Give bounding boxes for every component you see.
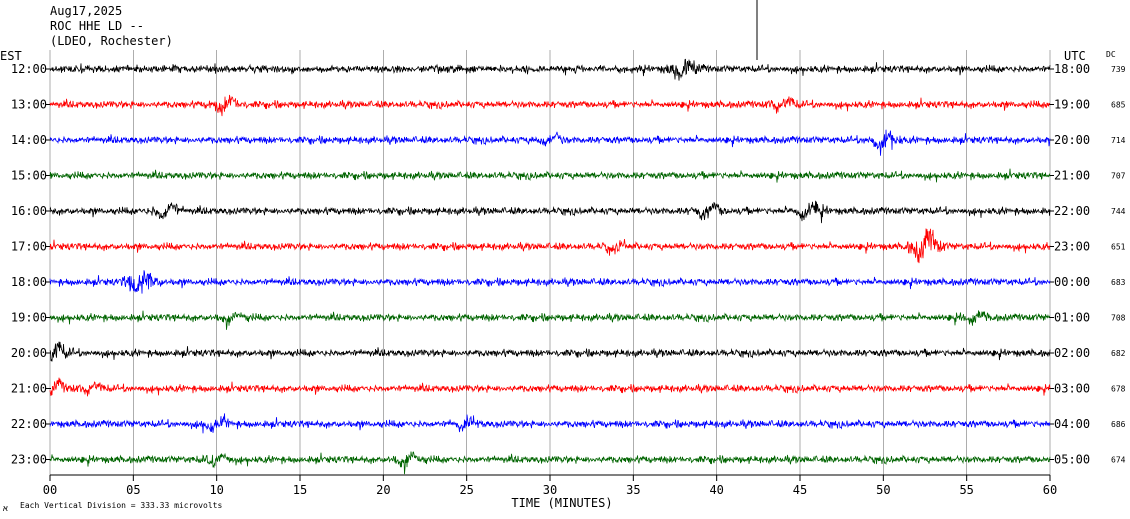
seismic-trace-row: [49, 341, 1051, 362]
utc-hour-label: 21:00: [1054, 169, 1090, 183]
est-hour-label: 16:00: [11, 204, 47, 218]
dc-value: 683: [1111, 278, 1126, 287]
est-hour-label: 22:00: [11, 417, 47, 431]
utc-hour-label: 20:00: [1054, 133, 1090, 147]
dc-value: 739: [1111, 65, 1126, 74]
est-hour-label: 18:00: [11, 275, 47, 289]
seismic-trace-row: [49, 168, 1051, 183]
plot-overlay: [50, 0, 1050, 476]
x-axis-label: TIME (MINUTES): [511, 496, 612, 510]
x-tick-label: 50: [876, 483, 890, 497]
footer-division-note: Each Vertical Division = 333.33 microvol…: [20, 501, 222, 510]
est-hour-label: 17:00: [11, 240, 47, 254]
seismic-trace-row: [49, 94, 1051, 117]
dc-value: 744: [1111, 207, 1126, 216]
dc-value: 674: [1111, 456, 1126, 465]
x-tick-label: 00: [43, 483, 57, 497]
x-tick-label: 10: [209, 483, 223, 497]
est-hour-label: 14:00: [11, 133, 47, 147]
dc-value: 685: [1111, 101, 1126, 110]
seismic-traces: [49, 58, 1051, 475]
est-hour-label: 12:00: [11, 62, 47, 76]
utc-hour-label: 02:00: [1054, 346, 1090, 360]
dc-value: 708: [1111, 314, 1126, 323]
est-hour-label: 20:00: [11, 346, 47, 360]
utc-hour-label: 01:00: [1054, 311, 1090, 325]
axis-labels: 00 05 10 15 20 25 30 35 40 45 50 55 60 12:00 18:00 739 1…: [11, 62, 1126, 497]
right-timezone-label: UTC: [1064, 49, 1086, 63]
utc-hour-label: 23:00: [1054, 240, 1090, 254]
dc-value: 682: [1111, 349, 1126, 358]
seismic-trace-row: [49, 270, 1051, 294]
dc-value: 686: [1111, 420, 1126, 429]
x-tick-label: 05: [126, 483, 140, 497]
plot-grid: [46, 50, 1054, 481]
left-timezone-label: EST: [0, 49, 22, 63]
est-hour-label: 15:00: [11, 169, 47, 183]
utc-hour-label: 22:00: [1054, 204, 1090, 218]
header-date: Aug17,2025: [50, 4, 122, 18]
x-tick-label: 20: [376, 483, 390, 497]
header-station: ROC HHE LD --: [50, 19, 144, 33]
utc-hour-label: 05:00: [1054, 453, 1090, 467]
x-tick-label: 60: [1043, 483, 1057, 497]
dc-value: 678: [1111, 385, 1126, 394]
header-network: (LDEO, Rochester): [50, 34, 173, 48]
footer-mark: א: [3, 504, 8, 513]
seismic-trace-row: [49, 310, 1051, 330]
x-tick-label: 45: [793, 483, 807, 497]
seismic-trace-row: [49, 129, 1051, 156]
utc-hour-label: 04:00: [1054, 417, 1090, 431]
utc-hour-label: 03:00: [1054, 382, 1090, 396]
x-tick-label: 15: [293, 483, 307, 497]
seismic-trace-row: [49, 228, 1051, 264]
dc-header: DC: [1106, 50, 1116, 59]
dc-value: 707: [1111, 172, 1126, 181]
utc-hour-label: 18:00: [1054, 62, 1090, 76]
est-hour-label: 19:00: [11, 311, 47, 325]
x-tick-label: 40: [709, 483, 723, 497]
est-hour-label: 23:00: [11, 453, 47, 467]
utc-hour-label: 19:00: [1054, 98, 1090, 112]
x-tick-label: 35: [626, 483, 640, 497]
seismic-trace-row: [49, 377, 1051, 397]
utc-hour-label: 00:00: [1054, 275, 1090, 289]
seismic-trace-row: [49, 413, 1051, 434]
dc-value: 651: [1111, 243, 1126, 252]
dc-value: 714: [1111, 136, 1126, 145]
x-tick-label: 25: [459, 483, 473, 497]
seismic-trace-row: [49, 58, 1051, 81]
est-hour-label: 13:00: [11, 98, 47, 112]
seismic-trace-row: [49, 451, 1051, 475]
seismic-trace-row: [49, 200, 1051, 224]
x-tick-label: 30: [543, 483, 557, 497]
est-hour-label: 21:00: [11, 382, 47, 396]
x-tick-label: 55: [959, 483, 973, 497]
